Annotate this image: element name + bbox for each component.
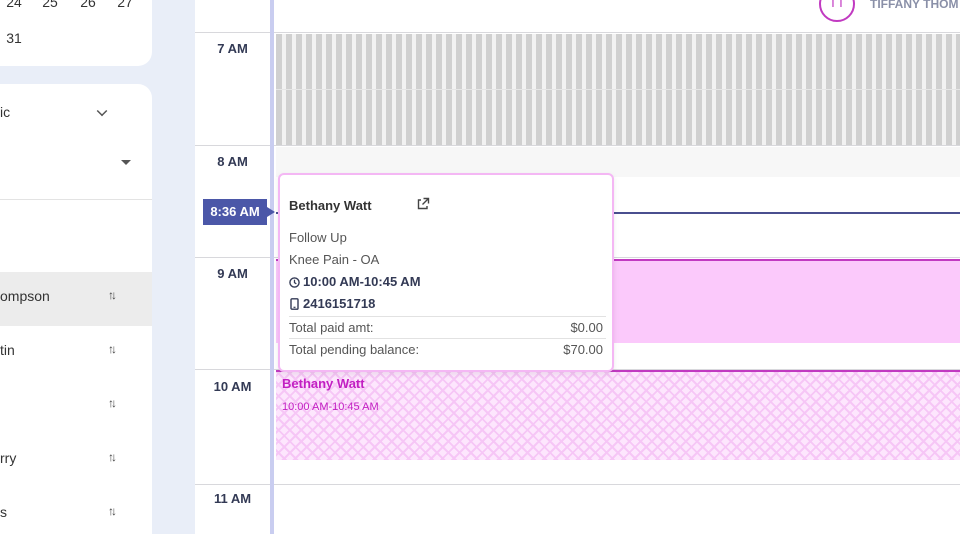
sort-icon[interactable]: ↑↓ xyxy=(108,450,117,464)
mini-calendar-day[interactable]: 25 xyxy=(42,0,58,10)
hour-label: 11 AM xyxy=(213,491,252,506)
hour-line xyxy=(195,145,960,146)
appointment-time: 10:00 AM-10:45 AM xyxy=(282,401,379,413)
phone-icon xyxy=(290,298,299,310)
mini-calendar-day[interactable]: 26 xyxy=(80,0,96,10)
popover-phone[interactable]: 2416151718 xyxy=(303,296,376,311)
hour-label: 9 AM xyxy=(217,266,248,281)
popover-reason: Knee Pain - OA xyxy=(289,252,380,267)
pending-balance-value: $70.00 xyxy=(563,342,603,357)
blocked-time-slot xyxy=(276,34,960,145)
divider xyxy=(289,316,606,317)
popover-phone-row: 2416151718 xyxy=(289,296,375,311)
paid-amount-label: Total paid amt: xyxy=(289,320,374,335)
provider-name: rry xyxy=(0,450,17,466)
paid-amount-value: $0.00 xyxy=(570,320,603,335)
provider-column-header: TIFFANY THOM xyxy=(870,0,959,11)
clock-icon xyxy=(289,277,300,288)
hour-label: 8 AM xyxy=(217,154,248,169)
provider-name: tin xyxy=(0,342,15,358)
current-time-badge: 8:36 AM xyxy=(203,199,275,225)
external-link-icon[interactable] xyxy=(416,197,430,211)
sort-icon[interactable]: ↑↓ xyxy=(108,396,117,410)
left-panel: 24 25 26 27 31 ic ompson ↑↓ tin ↑↓ ↑↓ rr… xyxy=(0,0,172,534)
appointment-block[interactable]: Bethany Watt 10:00 AM-10:45 AM xyxy=(276,370,960,460)
mini-calendar-day[interactable]: 24 xyxy=(6,0,22,10)
appointment-popover: Bethany Watt Follow Up Knee Pain - OA 10… xyxy=(278,173,614,372)
chevron-down-icon[interactable] xyxy=(96,105,108,117)
time-divider xyxy=(270,0,274,534)
hour-label: 7 AM xyxy=(217,41,248,56)
sort-icon[interactable]: ↑↓ xyxy=(108,504,117,518)
current-time-line xyxy=(276,212,960,214)
dropdown-caret-icon[interactable] xyxy=(121,160,131,165)
hour-line xyxy=(195,484,960,485)
unavailable-slot xyxy=(276,147,960,177)
popover-time: 10:00 AM-10:45 AM xyxy=(303,274,421,289)
sort-icon[interactable]: ↑↓ xyxy=(108,342,117,356)
provider-row[interactable]: rry ↑↓ xyxy=(0,434,152,488)
provider-row[interactable]: ↑↓ xyxy=(0,380,152,434)
provider-row[interactable]: tin ↑↓ xyxy=(0,326,152,380)
provider-name: ompson xyxy=(0,288,50,304)
appointment-patient-name: Bethany Watt xyxy=(282,376,365,391)
pending-balance-label: Total pending balance: xyxy=(289,342,420,357)
hour-label: 10 AM xyxy=(213,379,252,394)
sort-icon[interactable]: ↑↓ xyxy=(108,288,117,302)
mini-calendar: 24 25 26 27 31 xyxy=(0,0,152,66)
hour-line xyxy=(195,32,960,33)
provider-avatar: TT xyxy=(819,0,855,22)
divider xyxy=(0,199,152,200)
day-calendar: 7 AM 8 AM 9 AM 10 AM 11 AM TT TIFFANY TH… xyxy=(195,0,960,534)
time-column xyxy=(195,0,270,534)
popover-time-row: 10:00 AM-10:45 AM xyxy=(289,274,421,289)
filter-card: ic ompson ↑↓ tin ↑↓ ↑↓ rry ↑↓ s ↑↓ xyxy=(0,84,152,534)
provider-row[interactable]: ompson ↑↓ xyxy=(0,272,152,326)
popover-visit-type: Follow Up xyxy=(289,230,347,245)
location-filter-label: ic xyxy=(0,104,11,120)
mini-calendar-day[interactable]: 27 xyxy=(117,0,133,10)
provider-row[interactable]: s ↑↓ xyxy=(0,488,152,534)
divider xyxy=(289,338,606,339)
mini-calendar-day[interactable]: 31 xyxy=(6,30,22,46)
popover-patient-name: Bethany Watt xyxy=(289,198,372,213)
provider-name: s xyxy=(0,504,7,520)
